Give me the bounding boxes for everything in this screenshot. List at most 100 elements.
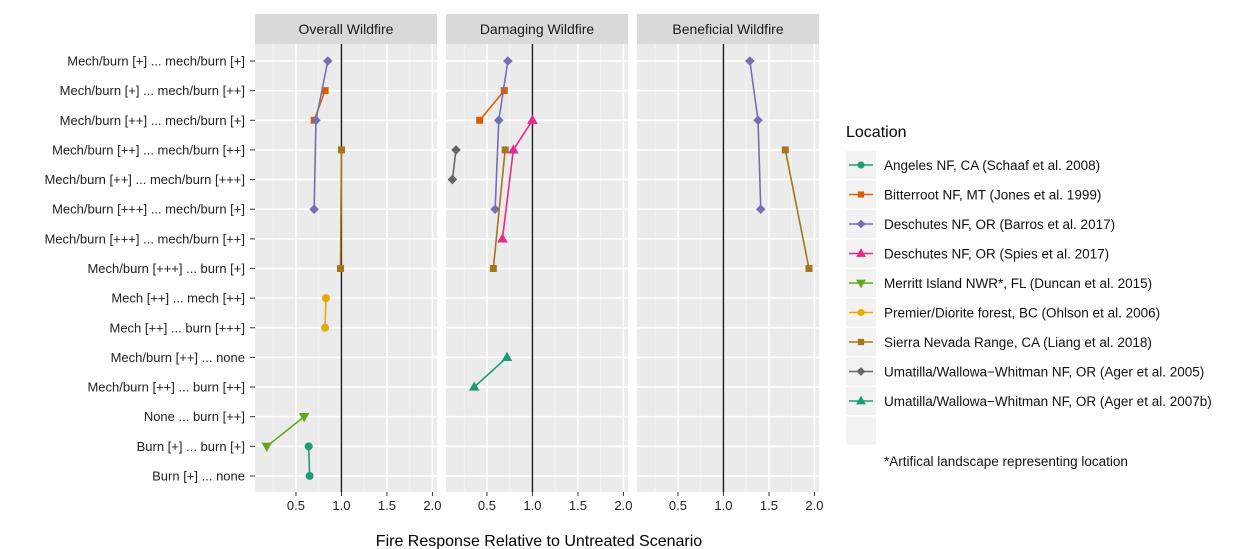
legend-label: Angeles NF, CA (Schaaf et al. 2008): [884, 158, 1100, 173]
legend-label: Deschutes NF, OR (Barros et al. 2017): [884, 217, 1115, 232]
legend-item: Merritt Island NWR*, FL (Duncan et al. 2…: [846, 269, 1152, 297]
data-point: [298, 413, 310, 423]
x-tick-label: 1.0: [714, 498, 732, 513]
data-point: [451, 145, 461, 155]
legend-label: Sierra Nevada Range, CA (Liang et al. 20…: [884, 335, 1152, 350]
series-3: [309, 56, 766, 214]
legend-items: Angeles NF, CA (Schaaf et al. 2008) Bitte…: [846, 151, 1212, 445]
x-tick-label: 1.0: [332, 498, 350, 513]
legend-key-marker: [856, 395, 866, 405]
panel-1: Overall Wildfire 0.5 1.0 1.5 2.0: [255, 14, 441, 513]
y-tick-label: None ... burn [++]: [144, 409, 245, 424]
legend-key-marker: [857, 338, 865, 346]
data-point: [501, 351, 513, 362]
data-point: [497, 233, 508, 243]
panel-title: Damaging Wildfire: [480, 21, 595, 37]
data-point: [261, 442, 273, 452]
y-tick-label: Mech [++] ... burn [+++]: [110, 320, 246, 335]
series-6: [321, 294, 330, 332]
data-point: [447, 174, 458, 185]
panel-3: Beneficial Wildfire 0.5 1.0 1.5 2.0: [637, 14, 823, 513]
data-point: [527, 114, 538, 124]
x-tick-label: 1.5: [760, 498, 778, 513]
x-tick-label: 2.0: [614, 498, 632, 513]
data-point: [305, 471, 314, 480]
legend-item: Bitterroot NF, MT (Jones et al. 1999): [846, 180, 1101, 209]
legend-label: Deschutes NF, OR (Spies et al. 2017): [884, 247, 1109, 262]
panel-title: Overall Wildfire: [299, 21, 394, 37]
legend-label: Premier/Diorite forest, BC (Ohlson et al…: [884, 306, 1160, 321]
data-point: [321, 323, 330, 332]
legend-key-marker: [856, 279, 866, 289]
legend-item: Angeles NF, CA (Schaaf et al. 2008): [846, 151, 1100, 179]
y-tick-label: Burn [+] ... none: [152, 468, 245, 483]
legend-key-marker: [856, 367, 866, 376]
legend: Location Angeles NF, CA (Schaaf et al. 2…: [846, 124, 1212, 469]
legend-item: Umatilla/Wallowa−Whitman NF, OR (Ager et…: [846, 387, 1212, 415]
data-point: [476, 116, 484, 124]
legend-label: Umatilla/Wallowa−Whitman NF, OR (Ager et…: [884, 394, 1212, 409]
y-tick-label: Mech/burn [+++] ... mech/burn [+]: [52, 202, 245, 217]
legend-key-marker: [856, 248, 866, 257]
data-point: [468, 381, 480, 391]
data-point: [500, 87, 508, 95]
series-line: [324, 298, 327, 328]
data-point: [503, 56, 513, 66]
x-tick-label: 1.5: [569, 498, 587, 513]
data-point: [745, 56, 755, 66]
panel-title: Beneficial Wildfire: [672, 21, 783, 37]
data-point: [753, 115, 763, 126]
y-tick-label: Mech/burn [+++] ... burn [+]: [87, 261, 245, 276]
data-point: [309, 204, 319, 214]
data-point: [805, 264, 813, 272]
series-5: [261, 413, 310, 452]
y-tick-label: Mech/burn [++] ... mech/burn [++]: [52, 142, 245, 157]
series-8: [447, 145, 461, 185]
y-tick-label: Mech/burn [+++] ... mech/burn [++]: [44, 231, 245, 246]
data-point: [337, 146, 345, 154]
legend-label: Merritt Island NWR*, FL (Duncan et al. 2…: [884, 276, 1152, 291]
data-point: [321, 87, 329, 95]
series-4: [497, 114, 538, 243]
panel-strip: [446, 14, 628, 44]
data-point: [311, 115, 321, 126]
series-line: [266, 416, 305, 447]
series-9: [468, 351, 513, 391]
data-point: [755, 204, 766, 214]
legend-key-marker: [857, 308, 865, 317]
data-point: [304, 442, 313, 451]
series-line: [479, 90, 505, 121]
series-line: [492, 149, 506, 269]
x-tick-label: 0.5: [478, 498, 496, 513]
series-line: [473, 356, 508, 388]
y-tick-label: Mech/burn [++] ... mech/burn [+++]: [44, 172, 245, 187]
legend-key-marker: [857, 161, 865, 169]
series-line: [339, 149, 343, 269]
legend-title: Location: [846, 124, 907, 141]
x-tick-label: 1.0: [523, 498, 541, 513]
x-axis-title: Fire Response Relative to Untreated Scen…: [376, 533, 702, 549]
data-point: [501, 146, 509, 154]
legend-key-marker: [856, 219, 866, 229]
legend-item: Sierra Nevada Range, CA (Liang et al. 20…: [846, 328, 1152, 356]
data-point: [493, 115, 504, 126]
panel-2: Damaging Wildfire 0.5 1.0 1.5 2.0: [446, 14, 632, 513]
data-point: [323, 56, 333, 66]
x-tick-label: 1.5: [378, 498, 396, 513]
data-point: [321, 294, 330, 303]
x-tick-label: 0.5: [669, 498, 687, 513]
legend-item: Premier/Diorite forest, BC (Ohlson et al…: [846, 298, 1160, 327]
y-tick-label: Mech [++] ... mech [++]: [111, 291, 245, 306]
data-point: [490, 204, 500, 214]
y-tick-label: Mech/burn [+] ... mech/burn [+]: [67, 54, 245, 69]
legend-note: *Artifical landscape representing locati…: [884, 454, 1128, 469]
x-tick-label: 0.5: [287, 498, 305, 513]
series-7: [337, 146, 813, 272]
x-tick-label: 2.0: [423, 498, 441, 513]
series-line: [451, 149, 457, 180]
data-point: [337, 264, 345, 272]
legend-item: Deschutes NF, OR (Barros et al. 2017): [846, 210, 1115, 238]
x-tick-label: 2.0: [805, 498, 823, 513]
